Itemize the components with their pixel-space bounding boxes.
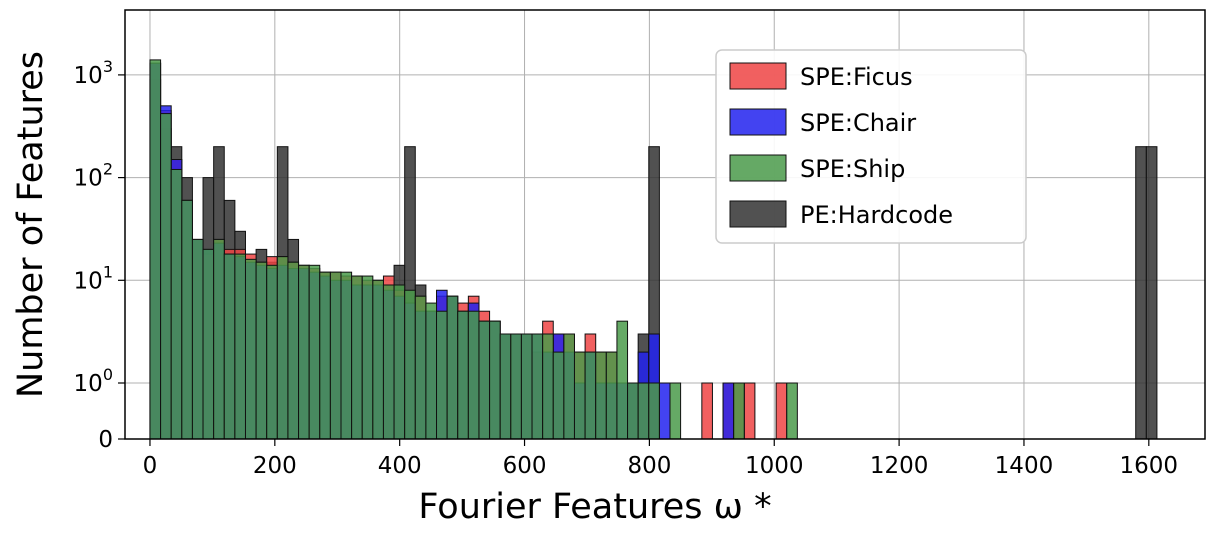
y-axis-title: Number of Features — [11, 51, 51, 398]
histogram-bar — [648, 382, 660, 440]
histogram-bar — [637, 382, 650, 440]
x-tick-label: 200 — [253, 453, 297, 479]
histogram-bar — [605, 351, 618, 440]
histogram-bar — [573, 351, 586, 440]
x-tick-label: 400 — [378, 453, 422, 479]
histogram-bar — [584, 351, 597, 440]
histogram-bar — [181, 199, 193, 440]
y-tick-label: 102 — [74, 160, 113, 192]
x-tick-label: 1200 — [870, 453, 929, 479]
histogram-bar — [244, 258, 257, 440]
histogram-bar — [223, 253, 236, 440]
x-tick-label: 1600 — [1120, 453, 1179, 479]
legend-label: SPE:Chair — [800, 109, 916, 137]
histogram-bar — [149, 59, 162, 440]
histogram-bar — [531, 333, 544, 440]
legend-label: PE:Hardcode — [800, 201, 953, 229]
histogram-bar — [627, 382, 639, 440]
histogram-bar — [446, 295, 459, 440]
histogram-bar — [276, 256, 289, 440]
x-axis-title: Fourier Features ω * — [418, 487, 771, 527]
x-tick-label: 600 — [503, 453, 547, 479]
histogram-bar — [467, 310, 480, 440]
histogram-bar — [372, 279, 384, 440]
plot-frame — [124, 9, 1206, 440]
histogram-bar — [775, 382, 788, 440]
histogram-bar — [669, 382, 682, 440]
histogram-bar — [786, 382, 798, 440]
histogram-bar — [329, 271, 342, 440]
histogram-bar — [552, 351, 565, 440]
histogram-bar — [499, 333, 512, 440]
histogram-bar — [202, 248, 215, 440]
legend-swatch — [729, 108, 787, 136]
histogram-bar — [595, 351, 607, 440]
legend-swatch — [729, 200, 787, 228]
histogram-bar — [658, 382, 671, 440]
histogram-bar — [1145, 146, 1158, 440]
histogram-bar — [213, 238, 225, 440]
legend: SPE:Ficus SPE:Chair SPE:Ship PE:Hardcode — [715, 49, 1027, 244]
x-tick-label: 1400 — [995, 453, 1054, 479]
x-tick-label: 1000 — [745, 453, 804, 479]
histogram-bar — [298, 264, 310, 440]
legend-label: SPE:Ficus — [800, 63, 913, 91]
histogram-bar — [701, 382, 713, 440]
histogram-bar — [616, 320, 629, 440]
x-tick-label: 0 — [143, 453, 158, 479]
histogram-bar — [520, 333, 533, 440]
histogram-bar — [255, 261, 268, 440]
histogram-bar — [478, 320, 491, 440]
histogram-bar — [542, 333, 554, 440]
histogram-bar — [733, 382, 745, 440]
legend-label: SPE:Ship — [800, 155, 905, 183]
histogram-bar — [160, 113, 172, 440]
x-tick-label: 800 — [627, 453, 671, 479]
histogram-bar — [234, 253, 246, 440]
histogram-bar — [266, 264, 278, 440]
legend-box — [715, 49, 1027, 244]
series-spe-ship — [149, 59, 798, 440]
histogram-bar — [351, 275, 363, 440]
histogram-bar — [1135, 146, 1147, 440]
histogram-bar — [510, 333, 522, 440]
y-tick-label: 100 — [74, 365, 113, 397]
legend-swatch — [729, 62, 787, 90]
histogram-bar — [340, 271, 353, 440]
bars — [149, 59, 1158, 440]
histogram-bar — [170, 168, 183, 440]
histogram-bar — [414, 295, 427, 440]
histogram-bar — [361, 275, 374, 440]
histogram-bar — [404, 289, 416, 440]
histogram-bar — [287, 261, 300, 440]
histogram-bar — [489, 320, 501, 440]
histogram-bar — [191, 238, 204, 440]
axis-ticks: 0 200 400 600 800 1000 1200 1400 1600 0 100 101 102 1… — [74, 57, 1179, 479]
histogram-bar — [382, 284, 395, 440]
histogram-bar — [319, 271, 331, 440]
histogram-bar — [393, 284, 406, 440]
legend-swatch — [729, 154, 787, 182]
histogram-bar — [563, 333, 575, 440]
y-tick-label: 103 — [74, 57, 113, 89]
histogram-bar — [743, 382, 756, 440]
y-tick-label: 101 — [74, 262, 113, 294]
histogram-bar — [457, 310, 469, 440]
histogram-bar — [436, 310, 448, 440]
histogram-bar — [308, 264, 321, 440]
y-tick-label: 0 — [98, 427, 113, 453]
histogram-bar — [722, 382, 735, 440]
histogram-bar — [425, 302, 438, 440]
